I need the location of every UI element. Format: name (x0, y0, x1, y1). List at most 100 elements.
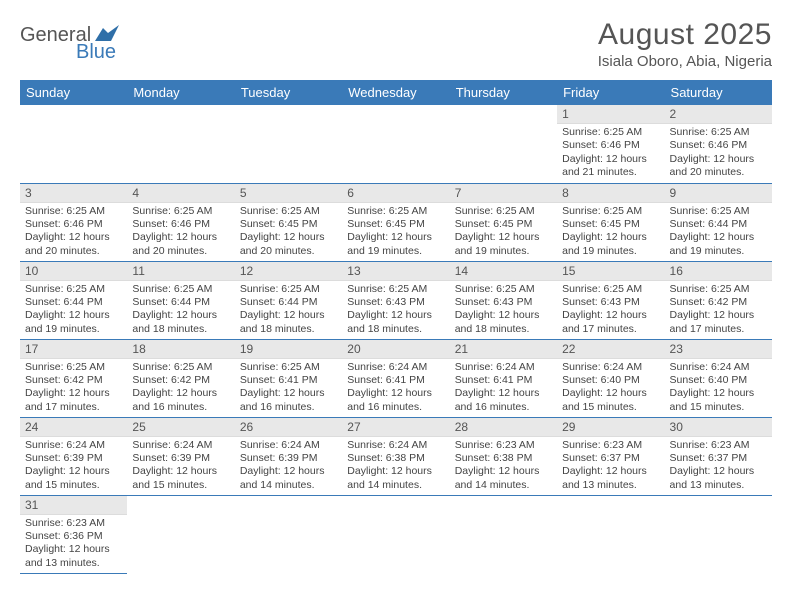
day-content: Sunrise: 6:25 AMSunset: 6:43 PMDaylight:… (557, 281, 664, 339)
week-row: 10Sunrise: 6:25 AMSunset: 6:44 PMDayligh… (20, 261, 772, 339)
day-cell: 16Sunrise: 6:25 AMSunset: 6:42 PMDayligh… (665, 261, 772, 339)
sunrise-line: Sunrise: 6:25 AM (25, 283, 122, 296)
day-cell: 13Sunrise: 6:25 AMSunset: 6:43 PMDayligh… (342, 261, 449, 339)
daylight-line: Daylight: 12 hours and 15 minutes. (25, 465, 122, 492)
day-cell: 10Sunrise: 6:25 AMSunset: 6:44 PMDayligh… (20, 261, 127, 339)
day-content: Sunrise: 6:24 AMSunset: 6:39 PMDaylight:… (235, 437, 342, 495)
day-number: 5 (235, 184, 342, 203)
day-cell: 7Sunrise: 6:25 AMSunset: 6:45 PMDaylight… (450, 183, 557, 261)
sunset-line: Sunset: 6:45 PM (240, 218, 337, 231)
sunrise-line: Sunrise: 6:24 AM (132, 439, 229, 452)
day-cell: 15Sunrise: 6:25 AMSunset: 6:43 PMDayligh… (557, 261, 664, 339)
day-number: 23 (665, 340, 772, 359)
day-cell (235, 495, 342, 573)
daylight-line: Daylight: 12 hours and 15 minutes. (132, 465, 229, 492)
day-content: Sunrise: 6:25 AMSunset: 6:45 PMDaylight:… (342, 203, 449, 261)
daylight-line: Daylight: 12 hours and 18 minutes. (240, 309, 337, 336)
daylight-line: Daylight: 12 hours and 14 minutes. (455, 465, 552, 492)
sunrise-line: Sunrise: 6:25 AM (455, 205, 552, 218)
day-cell (127, 105, 234, 183)
day-content: Sunrise: 6:25 AMSunset: 6:44 PMDaylight:… (665, 203, 772, 261)
sunset-line: Sunset: 6:46 PM (25, 218, 122, 231)
day-content: Sunrise: 6:25 AMSunset: 6:46 PMDaylight:… (127, 203, 234, 261)
sunrise-line: Sunrise: 6:25 AM (25, 361, 122, 374)
day-content: Sunrise: 6:25 AMSunset: 6:44 PMDaylight:… (20, 281, 127, 339)
sunset-line: Sunset: 6:42 PM (132, 374, 229, 387)
day-cell: 5Sunrise: 6:25 AMSunset: 6:45 PMDaylight… (235, 183, 342, 261)
day-cell: 21Sunrise: 6:24 AMSunset: 6:41 PMDayligh… (450, 339, 557, 417)
day-number: 16 (665, 262, 772, 281)
day-number: 4 (127, 184, 234, 203)
day-cell: 27Sunrise: 6:24 AMSunset: 6:38 PMDayligh… (342, 417, 449, 495)
week-row: 3Sunrise: 6:25 AMSunset: 6:46 PMDaylight… (20, 183, 772, 261)
day-content: Sunrise: 6:25 AMSunset: 6:45 PMDaylight:… (235, 203, 342, 261)
day-cell: 26Sunrise: 6:24 AMSunset: 6:39 PMDayligh… (235, 417, 342, 495)
daylight-line: Daylight: 12 hours and 19 minutes. (25, 309, 122, 336)
sunset-line: Sunset: 6:44 PM (670, 218, 767, 231)
sunset-line: Sunset: 6:43 PM (455, 296, 552, 309)
day-content: Sunrise: 6:25 AMSunset: 6:46 PMDaylight:… (557, 124, 664, 182)
day-number: 12 (235, 262, 342, 281)
day-number: 25 (127, 418, 234, 437)
day-content: Sunrise: 6:24 AMSunset: 6:39 PMDaylight:… (20, 437, 127, 495)
day-cell: 23Sunrise: 6:24 AMSunset: 6:40 PMDayligh… (665, 339, 772, 417)
day-content: Sunrise: 6:25 AMSunset: 6:41 PMDaylight:… (235, 359, 342, 417)
daylight-line: Daylight: 12 hours and 20 minutes. (240, 231, 337, 258)
day-content: Sunrise: 6:24 AMSunset: 6:38 PMDaylight:… (342, 437, 449, 495)
sunset-line: Sunset: 6:41 PM (347, 374, 444, 387)
day-cell: 9Sunrise: 6:25 AMSunset: 6:44 PMDaylight… (665, 183, 772, 261)
day-cell (342, 495, 449, 573)
sunset-line: Sunset: 6:46 PM (562, 139, 659, 152)
daylight-line: Daylight: 12 hours and 16 minutes. (240, 387, 337, 414)
day-cell: 28Sunrise: 6:23 AMSunset: 6:38 PMDayligh… (450, 417, 557, 495)
col-wednesday: Wednesday (342, 80, 449, 105)
day-content: Sunrise: 6:25 AMSunset: 6:46 PMDaylight:… (20, 203, 127, 261)
daylight-line: Daylight: 12 hours and 19 minutes. (562, 231, 659, 258)
sunset-line: Sunset: 6:45 PM (455, 218, 552, 231)
daylight-line: Daylight: 12 hours and 19 minutes. (670, 231, 767, 258)
page-title: August 2025 (598, 18, 772, 52)
sunrise-line: Sunrise: 6:25 AM (562, 283, 659, 296)
day-content: Sunrise: 6:24 AMSunset: 6:40 PMDaylight:… (557, 359, 664, 417)
sunrise-line: Sunrise: 6:25 AM (347, 283, 444, 296)
day-number: 21 (450, 340, 557, 359)
sunset-line: Sunset: 6:39 PM (25, 452, 122, 465)
day-cell: 1Sunrise: 6:25 AMSunset: 6:46 PMDaylight… (557, 105, 664, 183)
logo-mark-icon (95, 25, 119, 41)
sunset-line: Sunset: 6:40 PM (562, 374, 659, 387)
sunset-line: Sunset: 6:40 PM (670, 374, 767, 387)
day-number: 10 (20, 262, 127, 281)
daylight-line: Daylight: 12 hours and 15 minutes. (562, 387, 659, 414)
day-content: Sunrise: 6:24 AMSunset: 6:40 PMDaylight:… (665, 359, 772, 417)
sunrise-line: Sunrise: 6:25 AM (132, 283, 229, 296)
day-cell: 11Sunrise: 6:25 AMSunset: 6:44 PMDayligh… (127, 261, 234, 339)
sunrise-line: Sunrise: 6:24 AM (347, 361, 444, 374)
day-cell: 18Sunrise: 6:25 AMSunset: 6:42 PMDayligh… (127, 339, 234, 417)
daylight-line: Daylight: 12 hours and 18 minutes. (455, 309, 552, 336)
daylight-line: Daylight: 12 hours and 17 minutes. (670, 309, 767, 336)
sunset-line: Sunset: 6:41 PM (455, 374, 552, 387)
title-block: August 2025 Isiala Oboro, Abia, Nigeria (598, 18, 772, 70)
week-row: 17Sunrise: 6:25 AMSunset: 6:42 PMDayligh… (20, 339, 772, 417)
daylight-line: Daylight: 12 hours and 19 minutes. (455, 231, 552, 258)
day-number: 3 (20, 184, 127, 203)
sunrise-line: Sunrise: 6:24 AM (347, 439, 444, 452)
day-cell: 20Sunrise: 6:24 AMSunset: 6:41 PMDayligh… (342, 339, 449, 417)
week-row: 1Sunrise: 6:25 AMSunset: 6:46 PMDaylight… (20, 105, 772, 183)
calendar-table: Sunday Monday Tuesday Wednesday Thursday… (20, 80, 772, 574)
day-content: Sunrise: 6:25 AMSunset: 6:42 PMDaylight:… (665, 281, 772, 339)
daylight-line: Daylight: 12 hours and 16 minutes. (455, 387, 552, 414)
sunset-line: Sunset: 6:42 PM (670, 296, 767, 309)
day-cell: 4Sunrise: 6:25 AMSunset: 6:46 PMDaylight… (127, 183, 234, 261)
daylight-line: Daylight: 12 hours and 16 minutes. (347, 387, 444, 414)
day-content: Sunrise: 6:23 AMSunset: 6:36 PMDaylight:… (20, 515, 127, 573)
sunset-line: Sunset: 6:46 PM (670, 139, 767, 152)
day-content: Sunrise: 6:23 AMSunset: 6:37 PMDaylight:… (665, 437, 772, 495)
daylight-line: Daylight: 12 hours and 21 minutes. (562, 153, 659, 180)
day-number: 8 (557, 184, 664, 203)
sunrise-line: Sunrise: 6:25 AM (455, 283, 552, 296)
daylight-line: Daylight: 12 hours and 19 minutes. (347, 231, 444, 258)
sunrise-line: Sunrise: 6:24 AM (562, 361, 659, 374)
day-cell: 17Sunrise: 6:25 AMSunset: 6:42 PMDayligh… (20, 339, 127, 417)
sunset-line: Sunset: 6:39 PM (240, 452, 337, 465)
